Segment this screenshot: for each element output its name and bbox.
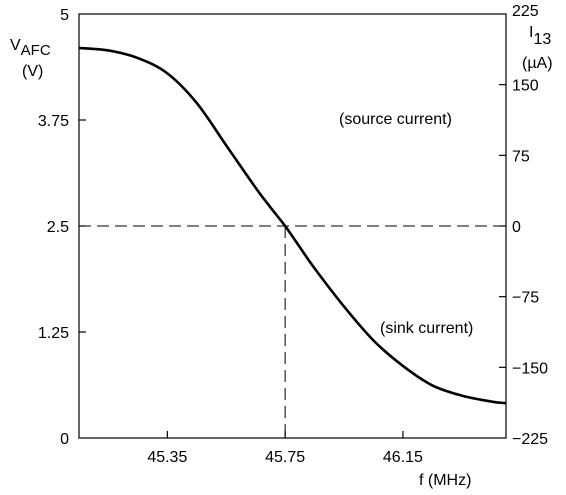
y-right-tick-label: 225 bbox=[512, 3, 539, 20]
y-left-tick-label: 3.75 bbox=[38, 113, 69, 130]
y-right-tick-label: 150 bbox=[512, 78, 539, 95]
y-right-tick-label: 75 bbox=[512, 148, 530, 165]
y-left-tick-label: 1.25 bbox=[38, 325, 69, 342]
y-right-axis-unit: (µA) bbox=[522, 55, 553, 72]
y-right-axis-label-main: I bbox=[529, 24, 533, 41]
y-left-axis-unit: (V) bbox=[22, 63, 43, 80]
annotation-sink-current: (sink current) bbox=[380, 320, 473, 337]
y-right-tick-label: −225 bbox=[512, 431, 548, 448]
vafc-curve bbox=[78, 46, 507, 405]
y-left-tick-label: 2.5 bbox=[47, 219, 69, 236]
y-left-tick-label: 5 bbox=[60, 7, 69, 24]
x-axis-label: f (MHz) bbox=[419, 472, 471, 489]
y-left-axis-label-main: V bbox=[10, 37, 21, 54]
y-right-tick-label: −150 bbox=[512, 360, 548, 377]
plot-frame bbox=[78, 13, 507, 439]
annotation-source-current: (source current) bbox=[339, 111, 452, 128]
y-left-axis-label: VAFC bbox=[10, 37, 51, 59]
y-left-tick-label: 0 bbox=[60, 431, 69, 448]
y-right-axis-label: I13 bbox=[529, 24, 551, 48]
y-right-tick-label: 0 bbox=[512, 219, 521, 236]
y-right-tick-label: −75 bbox=[512, 290, 539, 307]
ticks-layer: 0 1.25 2.5 3.75 5 −225 −150 −75 0 75 150 225 45.35 45… bbox=[38, 3, 548, 466]
y-left-axis-label-sub: AFC bbox=[21, 42, 51, 59]
x-tick-label: 45.35 bbox=[147, 449, 187, 466]
y-right-axis-label-sub: 13 bbox=[533, 31, 551, 48]
x-tick-label: 45.75 bbox=[265, 449, 305, 466]
x-tick-label: 46.15 bbox=[383, 449, 423, 466]
